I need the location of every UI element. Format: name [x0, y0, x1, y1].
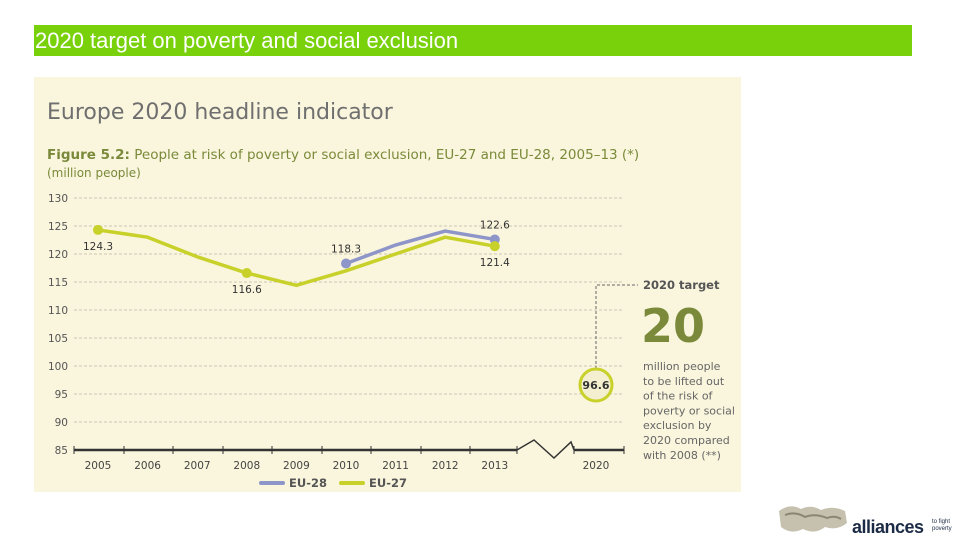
- target-big-number: 20: [641, 299, 705, 353]
- target-description-line: with 2008 (**): [643, 449, 721, 462]
- target-heading: 2020 target: [643, 278, 720, 292]
- logo-word: alliances: [852, 517, 924, 537]
- target-connector: [595, 284, 638, 370]
- y-tick-label: 105: [48, 333, 68, 345]
- chart-title: Figure 5.2: People at risk of poverty or…: [47, 147, 639, 163]
- data-label: 122.6: [480, 219, 510, 231]
- data-label: 118.3: [331, 244, 361, 256]
- x-tick-label: 2009: [283, 460, 310, 472]
- legend-label-eu-28: EU-28: [289, 476, 327, 490]
- logo-small-text: to fight poverty: [932, 519, 952, 532]
- series-line-eu-28: [345, 229, 496, 266]
- data-point-eu-27: [241, 268, 252, 279]
- x-tick-label: 2020: [583, 460, 610, 472]
- x-tick-label: 2005: [85, 460, 112, 472]
- poverty-line-chart: Europe 2020 headline indicator Figure 5.…: [47, 100, 735, 490]
- x-tick-label: 2008: [233, 460, 260, 472]
- y-tick-label: 125: [48, 221, 68, 233]
- slide-title: 2020 target on poverty and social exclus…: [35, 27, 459, 53]
- target-description-line: 2020 compared: [643, 434, 730, 447]
- x-tick-label: 2011: [382, 460, 409, 472]
- x-tick-label: 2010: [333, 460, 360, 472]
- slide-title-bar: 2020 target on poverty and social exclus…: [34, 25, 912, 56]
- target-point: [578, 367, 614, 403]
- target-value-label: 96.6: [582, 379, 609, 392]
- chart-heading: Europe 2020 headline indicator: [47, 100, 394, 125]
- y-tick-label: 90: [55, 417, 68, 429]
- data-point-eu-27: [93, 224, 103, 235]
- series-line-eu-27: [97, 228, 496, 288]
- y-tick-label: 120: [48, 249, 68, 261]
- logo-figures-icon: [779, 506, 847, 532]
- target-description-line: million people: [643, 360, 721, 373]
- chart-figure: Europe 2020 headline indicator Figure 5.…: [34, 77, 741, 492]
- data-label: 116.6: [232, 284, 262, 296]
- data-label: 124.3: [83, 241, 113, 253]
- x-tick-label: 2012: [432, 460, 459, 472]
- legend-label-eu-27: EU-27: [369, 476, 407, 490]
- chart-title-rest: People at risk of poverty or social excl…: [130, 147, 639, 163]
- chart-subtitle: (million people): [47, 166, 141, 180]
- y-tick-label: 95: [55, 389, 68, 401]
- target-description-line: poverty or social: [643, 404, 735, 417]
- y-tick-label: 100: [48, 361, 68, 373]
- data-label: 121.4: [480, 257, 510, 269]
- data-point-eu-28: [341, 258, 351, 269]
- chart-title-prefix: Figure 5.2:: [47, 147, 130, 163]
- x-tick-label: 2007: [184, 460, 211, 472]
- y-tick-label: 110: [48, 305, 68, 317]
- x-tick-label: 2006: [134, 460, 161, 472]
- target-description-line: of the risk of: [643, 390, 714, 403]
- axis-break: [516, 439, 575, 460]
- x-tick-label: 2013: [481, 460, 508, 472]
- data-point-eu-27: [489, 241, 500, 252]
- target-description-line: to be lifted out: [643, 375, 725, 388]
- y-tick-label: 85: [55, 445, 68, 457]
- y-tick-label: 130: [48, 193, 68, 205]
- y-tick-label: 115: [48, 277, 68, 289]
- alliances-logo: alliances to fight poverty: [775, 501, 960, 540]
- target-description-line: exclusion by: [643, 419, 712, 432]
